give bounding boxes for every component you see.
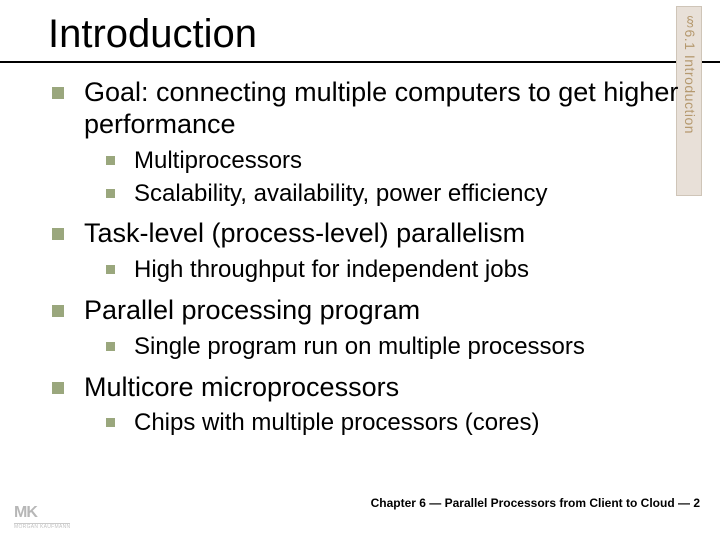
sub-list: Multiprocessors Scalability, availabilit… [84, 147, 680, 209]
page-title: Introduction [48, 12, 672, 57]
list-item: Single program run on multiple processor… [102, 333, 680, 362]
bullet-text: Parallel processing program [84, 295, 420, 325]
bullet-text: Multicore microprocessors [84, 372, 399, 402]
slide: §6.1 Introduction Introduction Goal: con… [0, 0, 720, 540]
bullet-text: Goal: connecting multiple computers to g… [84, 77, 678, 139]
bullet-text: High throughput for independent jobs [134, 256, 529, 283]
list-item: Scalability, availability, power efficie… [102, 180, 680, 209]
sub-list: Chips with multiple processors (cores) [84, 409, 680, 438]
bullet-text: Task-level (process-level) parallelism [84, 218, 525, 248]
bullet-text: Scalability, availability, power efficie… [134, 180, 548, 207]
bullet-text: Multiprocessors [134, 147, 302, 174]
logo-initials: MK [14, 504, 70, 524]
publisher-logo: MK MORGAN KAUFMANN [14, 504, 70, 530]
list-item: Chips with multiple processors (cores) [102, 409, 680, 438]
footer-text: Chapter 6 — Parallel Processors from Cli… [371, 496, 700, 510]
title-region: Introduction [0, 0, 720, 63]
list-item: Multiprocessors [102, 147, 680, 176]
list-item: Task-level (process-level) parallelism H… [48, 218, 680, 285]
logo-publisher: MORGAN KAUFMANN [14, 524, 70, 530]
bullet-list: Goal: connecting multiple computers to g… [48, 77, 680, 438]
sub-list: High throughput for independent jobs [84, 256, 680, 285]
content-area: Goal: connecting multiple computers to g… [0, 71, 720, 438]
list-item: Multicore microprocessors Chips with mul… [48, 372, 680, 439]
bullet-text: Chips with multiple processors (cores) [134, 409, 539, 436]
list-item: Goal: connecting multiple computers to g… [48, 77, 680, 208]
list-item: Parallel processing program Single progr… [48, 295, 680, 362]
bullet-text: Single program run on multiple processor… [134, 333, 585, 360]
list-item: High throughput for independent jobs [102, 256, 680, 285]
sub-list: Single program run on multiple processor… [84, 333, 680, 362]
